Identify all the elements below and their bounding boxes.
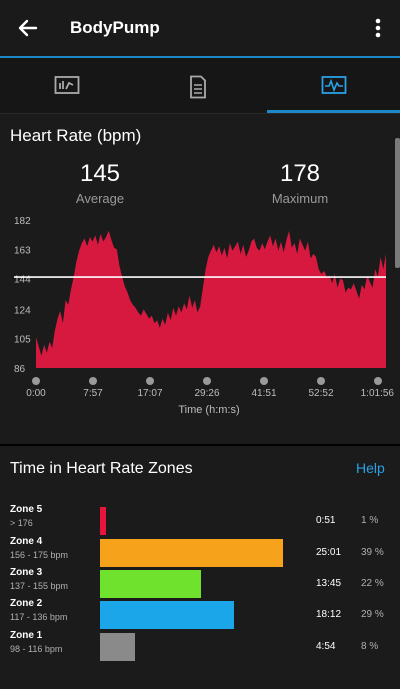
zones-title: Time in Heart Rate Zones [10, 460, 193, 478]
x-tick-dot [374, 377, 382, 385]
zone-bar [100, 570, 201, 598]
average-value: 145 [50, 160, 150, 188]
heart-rate-area [36, 231, 386, 368]
zone-name: Zone 5 [10, 504, 42, 515]
heart-rate-zones-card: Time in Heart Rate Zones Help Zone 5 > 17… [0, 446, 400, 689]
zone-row: Zone 4 156 - 175 bpm 25:01 39 % [0, 536, 400, 568]
zone-percent: 39 % [361, 547, 384, 558]
y-tick-label: 124 [14, 305, 31, 316]
heart-rate-title: Heart Rate (bpm) [10, 126, 141, 146]
x-tick-label: 7:57 [83, 388, 103, 399]
x-tick-dot [203, 377, 211, 385]
y-tick-label: 105 [14, 335, 31, 346]
zone-range: 156 - 175 bpm [10, 550, 68, 560]
zone-name: Zone 1 [10, 630, 42, 641]
zone-bar [100, 633, 135, 661]
document-list-icon [187, 75, 209, 99]
tab-summary[interactable] [0, 58, 133, 114]
zone-range: > 176 [10, 518, 33, 528]
zone-bar [100, 601, 234, 629]
page-title: BodyPump [70, 18, 160, 38]
zone-percent: 22 % [361, 578, 384, 589]
zone-row: Zone 2 117 - 136 bpm 18:12 29 % [0, 598, 400, 630]
x-tick-label: 41:51 [251, 388, 276, 399]
maximum-label: Maximum [250, 191, 350, 206]
zone-time: 25:01 [316, 547, 341, 558]
zone-name: Zone 3 [10, 567, 42, 578]
graph-activity-icon [321, 75, 347, 97]
zone-bar [100, 539, 283, 567]
zone-range: 98 - 116 bpm [10, 644, 62, 654]
tab-bar [0, 58, 400, 114]
zone-range: 137 - 155 bpm [10, 581, 68, 591]
zone-time: 13:45 [316, 578, 341, 589]
zone-name: Zone 4 [10, 536, 42, 547]
x-tick-label: 17:07 [137, 388, 162, 399]
help-link[interactable]: Help [356, 460, 385, 476]
more-vertical-icon[interactable] [368, 14, 388, 42]
scrollbar[interactable] [395, 138, 400, 268]
x-tick-label: 0:00 [26, 388, 46, 399]
zone-time: 18:12 [316, 609, 341, 620]
zone-name: Zone 2 [10, 598, 42, 609]
app-bar: BodyPump [0, 0, 400, 56]
y-tick-label: 86 [14, 364, 26, 375]
y-tick-label: 144 [14, 275, 31, 286]
back-arrow-icon[interactable] [14, 14, 42, 42]
x-tick-dot [146, 377, 154, 385]
y-tick-label: 182 [14, 216, 31, 227]
x-tick-label: 1:01:56 [361, 388, 395, 399]
zone-percent: 29 % [361, 609, 384, 620]
zone-percent: 8 % [361, 641, 378, 652]
zone-bar [100, 507, 106, 535]
x-tick-label: 52:52 [308, 388, 333, 399]
zone-percent: 1 % [361, 515, 378, 526]
zone-time: 4:54 [316, 641, 335, 652]
zone-range: 117 - 136 bpm [10, 612, 67, 622]
summary-chart-icon [54, 75, 80, 97]
heart-rate-card: Heart Rate (bpm) 145 Average 178 Maximum… [0, 114, 400, 444]
x-tick-dot [260, 377, 268, 385]
zone-time: 0:51 [316, 515, 335, 526]
heart-rate-chart[interactable]: 86 105 124 144 163 182 0:00 7:57 17:07 29:26 41:5… [0, 210, 400, 444]
zone-row: Zone 3 137 - 155 bpm 13:45 22 % [0, 567, 400, 599]
tab-details[interactable] [133, 58, 266, 114]
maximum-value: 178 [250, 160, 350, 188]
x-tick-dot [317, 377, 325, 385]
x-axis-label: Time (h:m:s) [178, 404, 239, 416]
zone-row: Zone 1 98 - 116 bpm 4:54 8 % [0, 630, 400, 662]
x-tick-dot [32, 377, 40, 385]
tab-graphs[interactable] [267, 58, 400, 114]
average-label: Average [50, 191, 150, 206]
y-tick-label: 163 [14, 245, 31, 256]
zone-row: Zone 5 > 176 0:51 1 % [0, 504, 400, 536]
x-tick-label: 29:26 [194, 388, 219, 399]
x-tick-dot [89, 377, 97, 385]
